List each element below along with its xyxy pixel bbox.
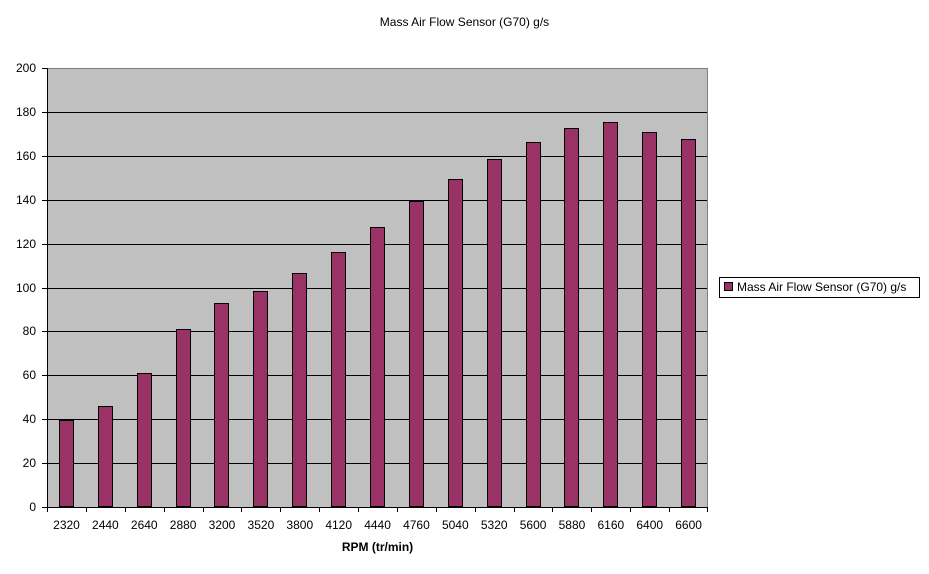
x-tick bbox=[474, 507, 476, 512]
x-tick-label: 5320 bbox=[480, 518, 508, 532]
legend-label: Mass Air Flow Sensor (G70) g/s bbox=[737, 280, 907, 294]
bar bbox=[486, 159, 502, 507]
x-tick-label: 3200 bbox=[208, 518, 236, 532]
x-tick bbox=[396, 507, 398, 512]
bar bbox=[525, 141, 541, 507]
x-tick-label: 5880 bbox=[558, 518, 586, 532]
y-tick-label: 140 bbox=[15, 192, 36, 207]
x-tick bbox=[202, 507, 204, 512]
y-tick bbox=[42, 331, 47, 333]
x-tick-label: 3520 bbox=[247, 518, 275, 532]
bar bbox=[58, 420, 74, 507]
x-axis-title: RPM (tr/min) bbox=[341, 540, 414, 554]
x-tick bbox=[241, 507, 243, 512]
y-tick-label: 60 bbox=[22, 368, 36, 383]
x-tick-label: 5040 bbox=[441, 518, 469, 532]
y-tick-label: 40 bbox=[22, 412, 36, 427]
x-tick-label: 4760 bbox=[403, 518, 430, 532]
y-tick-label: 20 bbox=[22, 456, 36, 471]
y-tick-label: 100 bbox=[15, 280, 36, 295]
y-tick bbox=[42, 199, 47, 201]
x-tick bbox=[552, 507, 554, 512]
gridline bbox=[48, 111, 708, 113]
x-tick bbox=[669, 507, 671, 512]
bar bbox=[136, 373, 152, 507]
x-tick bbox=[124, 507, 126, 512]
x-tick bbox=[358, 507, 360, 512]
gridline bbox=[48, 155, 708, 157]
bar bbox=[292, 273, 308, 507]
y-tick-label: 0 bbox=[29, 500, 36, 514]
y-tick bbox=[42, 463, 47, 465]
x-tick-label: 4440 bbox=[364, 518, 391, 532]
x-tick-label: 6600 bbox=[675, 518, 702, 532]
y-tick-label: 180 bbox=[15, 104, 36, 119]
x-axis-line bbox=[47, 507, 708, 508]
legend: Mass Air Flow Sensor (G70) g/s bbox=[719, 277, 920, 298]
bar bbox=[564, 128, 580, 507]
y-tick bbox=[42, 507, 47, 508]
legend-swatch-icon bbox=[724, 282, 733, 292]
y-tick-label: 200 bbox=[15, 61, 36, 75]
x-tick-label: 2320 bbox=[53, 518, 80, 532]
x-tick-label: 5600 bbox=[519, 518, 547, 532]
x-tick-label: 6160 bbox=[597, 518, 625, 532]
x-tick bbox=[280, 507, 282, 512]
x-tick-label: 2440 bbox=[92, 518, 119, 532]
y-tick bbox=[42, 375, 47, 377]
bar bbox=[603, 121, 619, 507]
bar bbox=[370, 227, 385, 507]
x-tick bbox=[435, 507, 437, 512]
x-tick-label: 4120 bbox=[325, 518, 353, 532]
gridline bbox=[48, 199, 708, 201]
x-tick-label: 3800 bbox=[286, 518, 314, 532]
y-tick bbox=[42, 419, 47, 421]
gridline bbox=[48, 68, 708, 69]
y-tick bbox=[42, 68, 47, 69]
bar bbox=[447, 178, 463, 507]
bar bbox=[681, 139, 697, 507]
bar bbox=[175, 329, 191, 507]
x-tick bbox=[591, 507, 593, 512]
bar bbox=[214, 302, 230, 507]
y-tick-label: 160 bbox=[15, 148, 36, 163]
y-tick bbox=[42, 243, 47, 245]
x-tick bbox=[319, 507, 321, 512]
x-tick-label: 6400 bbox=[636, 518, 664, 532]
x-tick bbox=[630, 507, 632, 512]
bar bbox=[642, 131, 658, 507]
bar bbox=[97, 406, 113, 507]
x-tick bbox=[47, 507, 48, 512]
y-tick-label: 80 bbox=[22, 324, 36, 339]
chart-title: Mass Air Flow Sensor (G70) g/s bbox=[379, 15, 550, 29]
x-tick-label: 2880 bbox=[169, 518, 197, 532]
bar bbox=[331, 252, 347, 507]
bar bbox=[408, 200, 424, 507]
y-tick bbox=[42, 155, 47, 157]
plot-border-right bbox=[707, 68, 708, 507]
x-tick bbox=[85, 507, 87, 512]
y-tick bbox=[42, 287, 47, 289]
y-tick-label: 120 bbox=[15, 236, 36, 251]
y-tick bbox=[42, 111, 47, 113]
x-tick bbox=[707, 507, 708, 512]
x-tick bbox=[513, 507, 515, 512]
x-tick-label: 2640 bbox=[130, 518, 158, 532]
x-tick bbox=[163, 507, 165, 512]
bar bbox=[253, 290, 269, 507]
